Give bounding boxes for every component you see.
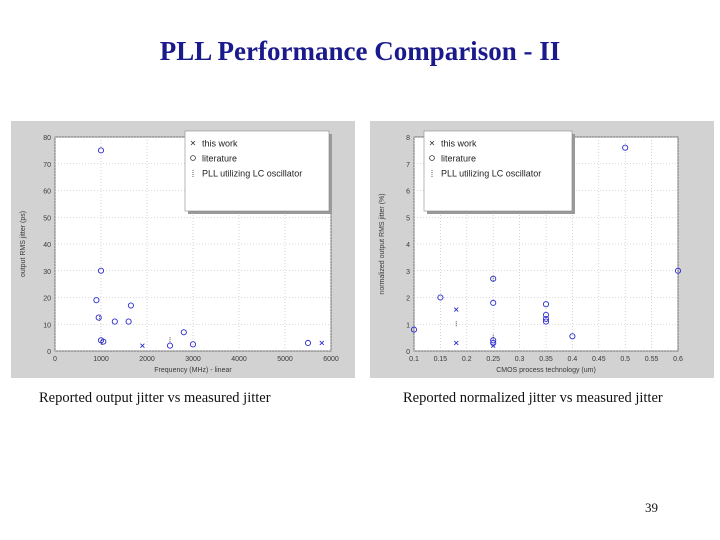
page-number: 39	[645, 500, 658, 515]
literature-point	[569, 333, 576, 340]
x-tick-label: 4000	[231, 356, 247, 363]
legend-entry-label: PLL utilizing LC oscillator	[202, 169, 302, 179]
literature-point	[542, 311, 550, 318]
caption-output-jitter: Reported output jitter vs measured jitte…	[39, 390, 271, 406]
legend-entry-label: literature	[441, 154, 476, 164]
x-tick-label: 0.25	[486, 356, 500, 363]
legend-box	[423, 130, 573, 212]
x-tick-label: 0.1	[409, 356, 419, 363]
y-tick-label: 6	[406, 189, 410, 196]
x-tick-label: 0.4	[568, 356, 578, 363]
legend-marker-literature	[190, 155, 196, 161]
y-tick-label: 20	[43, 296, 51, 303]
x-tick-label: 5000	[277, 356, 293, 363]
y-tick-label: 4	[406, 242, 410, 249]
y-tick-label: 3	[406, 269, 410, 276]
literature-point	[542, 315, 550, 322]
this-work-point	[319, 340, 325, 346]
x-tick-label: 0.2	[462, 356, 472, 363]
x-tick-label: 0	[53, 356, 57, 363]
x-tick-label: 0.5	[620, 356, 630, 363]
x-tick-label: 0.15	[434, 356, 448, 363]
y-tick-label: 7	[406, 162, 410, 169]
literature-point	[111, 318, 118, 325]
literature-point	[490, 299, 497, 306]
literature-point	[97, 147, 105, 154]
literature-point	[674, 267, 682, 274]
y-tick-label: 80	[43, 135, 51, 142]
literature-point	[437, 294, 444, 301]
legend-entry-label: this work	[202, 139, 238, 149]
x-tick-label: 2000	[139, 356, 155, 363]
x-tick-label: 0.45	[592, 356, 606, 363]
y-tick-label: 0	[406, 349, 410, 356]
x-axis-label: CMOS process technology (um)	[496, 367, 596, 374]
y-tick-label: 60	[43, 189, 51, 196]
y-tick-label: 2	[406, 296, 410, 303]
literature-point	[166, 342, 174, 349]
literature-point	[542, 318, 550, 325]
legend-entry-label: PLL utilizing LC oscillator	[441, 169, 541, 179]
caption-normalized-jitter: Reported normalized jitter vs measured j…	[403, 390, 663, 406]
y-tick-label: 50	[43, 215, 51, 222]
literature-point	[97, 267, 105, 274]
x-tick-label: 3000	[185, 356, 201, 363]
this-work-point	[453, 307, 459, 312]
chart-panel-normalized-jitter: 0 1 2 3 4 5 6 7 8 0.1 0.15 0.2 0.25 0.3 0.35 0.4 0.45 0.5…	[370, 121, 714, 378]
this-work-point	[453, 340, 459, 346]
legend-marker-literature	[429, 155, 435, 161]
y-tick-label: 8	[406, 135, 410, 142]
chart-output-jitter-vs-frequency: 0 10 20 30 40 50 60 70 80 0 1000 2000 3000 4000 5000 60…	[11, 121, 355, 378]
literature-point	[180, 329, 187, 336]
y-axis-label: output RMS jitter (ps)	[20, 211, 27, 277]
x-axis-label: Frequency (MHz) - linear	[154, 367, 232, 374]
x-tick-label: 0.35	[539, 356, 553, 363]
y-tick-label: 5	[406, 215, 410, 222]
literature-point	[95, 314, 102, 321]
literature-point	[125, 318, 132, 325]
y-tick-label: 40	[43, 242, 51, 249]
literature-point	[304, 339, 312, 347]
literature-point	[127, 302, 134, 309]
chart-normalized-jitter-vs-process: 0 1 2 3 4 5 6 7 8 0.1 0.15 0.2 0.25 0.3 0.35 0.4 0.45 0.5…	[370, 121, 714, 378]
slide-title: PLL Performance Comparison - II	[159, 36, 561, 66]
this-work-point	[140, 343, 145, 348]
literature-point	[542, 301, 550, 308]
x-tick-label: 1000	[93, 356, 109, 363]
x-tick-label: 0.3	[515, 356, 525, 363]
literature-point	[100, 338, 107, 345]
legend-box	[184, 130, 330, 212]
y-tick-label: 30	[43, 269, 51, 276]
legend-entry-label: this work	[441, 139, 477, 149]
literature-point	[410, 326, 418, 333]
x-tick-label: 0.6	[673, 356, 683, 363]
legend-entry-label: literature	[202, 154, 237, 164]
y-tick-label: 1	[406, 322, 410, 329]
literature-point	[189, 341, 197, 348]
legend-marker-this-work	[429, 140, 435, 146]
x-tick-label: 0.55	[645, 356, 659, 363]
literature-point	[490, 337, 497, 344]
y-axis-label: normalized output RMS jitter (%)	[379, 193, 386, 294]
chart-panel-output-jitter: 0 10 20 30 40 50 60 70 80 0 1000 2000 3000 4000 5000 60…	[11, 121, 355, 378]
y-tick-label: 10	[43, 322, 51, 329]
literature-point	[490, 339, 497, 347]
y-tick-label: 0	[47, 349, 51, 356]
literature-point	[93, 297, 100, 304]
y-tick-label: 70	[43, 162, 51, 169]
literature-point	[622, 144, 629, 151]
x-tick-label: 6000	[323, 356, 339, 363]
legend-marker-this-work	[190, 140, 196, 146]
